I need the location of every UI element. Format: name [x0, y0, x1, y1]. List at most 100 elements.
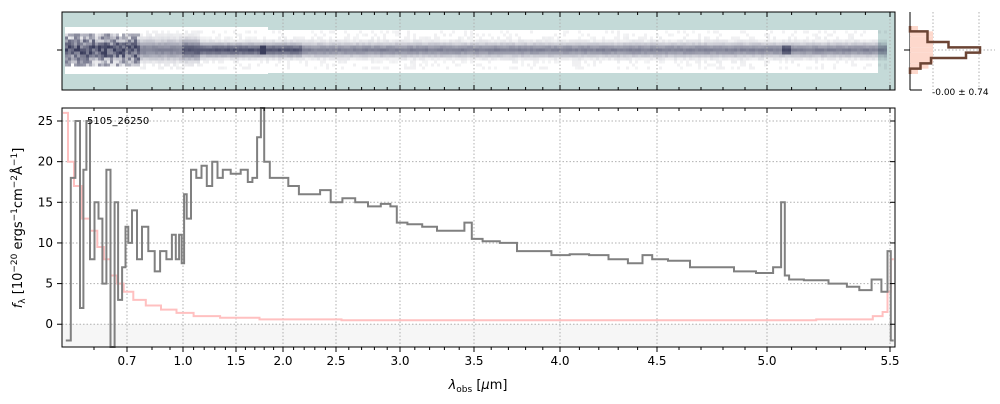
2d-pixel [206, 39, 209, 43]
2d-pixel [587, 33, 590, 37]
2d-pixel [503, 33, 506, 37]
2d-pixel [515, 54, 518, 58]
2d-pixel [356, 48, 359, 52]
2d-pixel [677, 42, 680, 46]
2d-pixel [488, 57, 491, 61]
2d-pixel [575, 45, 578, 49]
2d-pixel [314, 57, 317, 61]
2d-pixel [176, 63, 179, 67]
2d-pixel [392, 54, 395, 58]
2d-pixel [509, 45, 512, 49]
2d-pixel [584, 54, 587, 58]
2d-pixel [806, 36, 809, 40]
2d-pixel [854, 48, 857, 52]
2d-pixel [401, 48, 404, 52]
2d-pixel [152, 36, 155, 40]
2d-pixel [350, 42, 353, 46]
2d-pixel [380, 42, 383, 46]
2d-pixel [617, 48, 620, 52]
2d-pixel [338, 57, 341, 61]
2d-pixel [476, 42, 479, 46]
2d-pixel [263, 57, 266, 61]
2d-pixel [185, 33, 188, 37]
2d-pixel [290, 45, 293, 49]
2d-pixel [785, 48, 788, 52]
2d-pixel [371, 42, 374, 46]
2d-pixel [695, 51, 698, 55]
2d-pixel [659, 42, 662, 46]
2d-pixel [191, 63, 194, 67]
2d-pixel [236, 33, 239, 37]
2d-pixel [206, 45, 209, 49]
axis-label-part: ] [11, 148, 26, 153]
2d-pixel [422, 45, 425, 49]
2d-pixel [746, 54, 749, 58]
2d-pixel [317, 39, 320, 43]
2d-pixel [398, 48, 401, 52]
2d-pixel [701, 54, 704, 58]
2d-pixel [806, 57, 809, 61]
2d-pixel [434, 54, 437, 58]
2d-pixel [182, 48, 185, 52]
2d-pixel [125, 48, 128, 52]
2d-pixel [734, 42, 737, 46]
2d-pixel [350, 57, 353, 61]
2d-pixel [818, 51, 821, 55]
2d-pixel [284, 51, 287, 55]
2d-pixel [158, 45, 161, 49]
2d-pixel [509, 48, 512, 52]
2d-pixel [296, 36, 299, 40]
2d-pixel [680, 48, 683, 52]
2d-pixel [662, 51, 665, 55]
2d-pixel [434, 60, 437, 64]
2d-pixel [428, 39, 431, 43]
2d-pixel [785, 57, 788, 61]
2d-pixel [692, 51, 695, 55]
2d-pixel [188, 39, 191, 43]
2d-pixel [86, 51, 89, 55]
2d-pixel [803, 42, 806, 46]
2d-pixel [671, 39, 674, 43]
2d-pixel [716, 66, 719, 70]
2d-pixel [335, 54, 338, 58]
2d-pixel [542, 42, 545, 46]
2d-pixel [404, 63, 407, 67]
2d-pixel [98, 42, 101, 46]
2d-pixel [446, 39, 449, 43]
2d-pixel [668, 39, 671, 43]
2d-pixel [413, 33, 416, 37]
2d-pixel [515, 51, 518, 55]
2d-pixel [203, 51, 206, 55]
2d-pixel [704, 66, 707, 70]
2d-pixel [884, 63, 887, 67]
2d-pixel [434, 33, 437, 37]
2d-pixel [407, 66, 410, 70]
2d-pixel [863, 57, 866, 61]
2d-pixel [515, 48, 518, 52]
2d-pixel [404, 66, 407, 70]
2d-pixel [674, 39, 677, 43]
2d-pixel [713, 45, 716, 49]
2d-pixel [641, 42, 644, 46]
2d-pixel [617, 51, 620, 55]
2d-pixel [776, 54, 779, 58]
2d-pixel [386, 45, 389, 49]
2d-pixel [308, 57, 311, 61]
2d-pixel [656, 33, 659, 37]
2d-pixel [365, 39, 368, 43]
2d-pixel [875, 51, 878, 55]
2d-pixel [800, 54, 803, 58]
2d-pixel [374, 54, 377, 58]
2d-pixel [299, 39, 302, 43]
2d-pixel [794, 36, 797, 40]
2d-pixel [158, 66, 161, 70]
2d-pixel [65, 45, 68, 49]
2d-pixel [413, 45, 416, 49]
2d-pixel [731, 57, 734, 61]
2d-pixel [557, 51, 560, 55]
2d-pixel [110, 48, 113, 52]
2d-pixel [137, 57, 140, 61]
2d-pixel [206, 60, 209, 64]
2d-pixel [443, 33, 446, 37]
2d-pixel [284, 36, 287, 40]
